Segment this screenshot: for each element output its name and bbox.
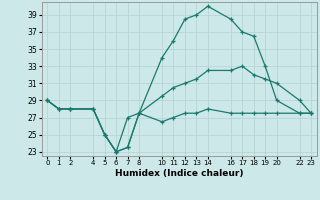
- X-axis label: Humidex (Indice chaleur): Humidex (Indice chaleur): [115, 169, 244, 178]
